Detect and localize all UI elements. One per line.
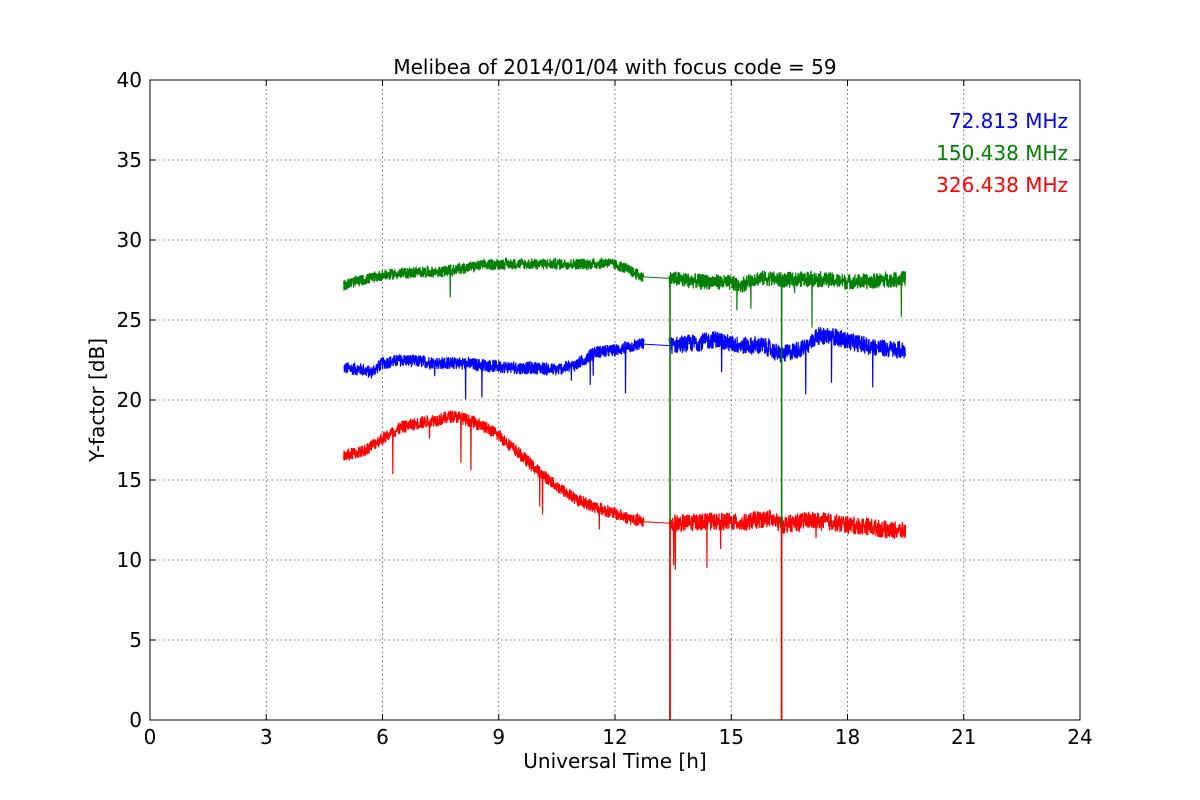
series-trace	[668, 327, 907, 395]
series-3	[343, 410, 907, 570]
x-tick-label: 6	[376, 725, 389, 749]
y-tick-label: 35	[117, 148, 142, 172]
legend-entry: 150.438 MHz	[936, 141, 1068, 165]
y-axis-label: Y-factor [dB]	[85, 338, 109, 463]
y-tick-label: 40	[117, 68, 142, 92]
ticks: 0 3 6 9 12 15 18 21 24 0 5 10 15 20 25 30 35 40	[117, 68, 1093, 749]
y-tick-label: 5	[129, 628, 142, 652]
x-tick-label: 9	[492, 725, 505, 749]
x-tick-label: 18	[835, 725, 860, 749]
y-tick-label: 0	[129, 708, 142, 732]
grid	[150, 80, 1080, 720]
x-tick-label: 0	[144, 725, 157, 749]
series-2	[343, 256, 907, 328]
chart-title: Melibea of 2014/01/04 with focus code = …	[393, 55, 836, 79]
y-tick-label: 15	[117, 468, 142, 492]
series-trace	[668, 270, 907, 328]
series-trace	[343, 256, 645, 298]
y-tick-label: 20	[117, 388, 142, 412]
legend-entry: 72.813 MHz	[949, 109, 1068, 133]
series-trace	[668, 510, 907, 570]
x-tick-label: 12	[602, 725, 627, 749]
series-trace	[343, 337, 645, 400]
x-tick-label: 15	[719, 725, 744, 749]
y-tick-label: 10	[117, 548, 142, 572]
legend-entry: 326.438 MHz	[936, 173, 1068, 197]
x-tick-label: 3	[260, 725, 273, 749]
x-axis-label: Universal Time [h]	[523, 749, 706, 773]
series-1	[343, 327, 907, 400]
legend: 72.813 MHz 150.438 MHz 326.438 MHz	[936, 109, 1068, 197]
y-tick-label: 30	[117, 228, 142, 252]
series-group	[343, 256, 907, 720]
x-tick-label: 24	[1067, 725, 1092, 749]
series-trace	[343, 410, 645, 530]
x-tick-label: 21	[951, 725, 976, 749]
y-tick-label: 25	[117, 308, 142, 332]
